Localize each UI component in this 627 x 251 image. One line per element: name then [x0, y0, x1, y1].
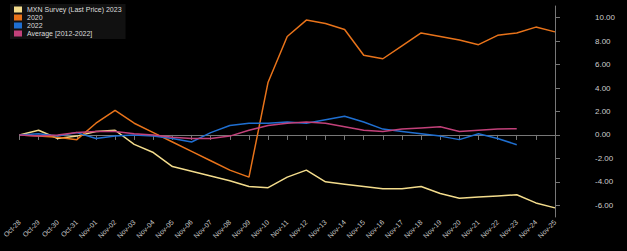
svg-text:Nov-18: Nov-18	[403, 218, 424, 239]
svg-text:Nov-22: Nov-22	[479, 218, 500, 239]
svg-text:0.00: 0.00	[595, 130, 611, 139]
svg-text:8.7935: 8.7935	[562, 27, 587, 36]
svg-text:Nov-09: Nov-09	[231, 218, 252, 239]
svg-text:10.00: 10.00	[595, 13, 616, 22]
svg-text:Nov-21: Nov-21	[460, 218, 481, 239]
svg-text:Oct-30: Oct-30	[40, 218, 60, 238]
svg-text:Nov-02: Nov-02	[97, 218, 118, 239]
svg-text:Nov-16: Nov-16	[364, 218, 385, 239]
svg-text:Nov-17: Nov-17	[384, 218, 405, 239]
svg-text:MXN Survey (Last Price) 2023: MXN Survey (Last Price) 2023	[27, 6, 122, 14]
svg-text:-2.00: -2.00	[595, 154, 614, 163]
svg-text:Nov-07: Nov-07	[192, 218, 213, 239]
svg-text:Average [2012-2022]: Average [2012-2022]	[27, 30, 92, 38]
svg-text:Nov-10: Nov-10	[250, 218, 271, 239]
svg-text:-0.8315: -0.8315	[562, 140, 590, 149]
svg-text:Oct-28: Oct-28	[2, 218, 22, 238]
svg-text:8.00: 8.00	[595, 37, 611, 46]
svg-text:Nov-13: Nov-13	[307, 218, 328, 239]
svg-text:2.00: 2.00	[595, 107, 611, 116]
svg-text:Nov-19: Nov-19	[422, 218, 443, 239]
svg-text:Oct-29: Oct-29	[21, 218, 41, 238]
svg-text:Nov-20: Nov-20	[441, 218, 462, 239]
svg-text:Nov-25: Nov-25	[537, 218, 558, 239]
svg-text:6.00: 6.00	[595, 60, 611, 69]
svg-text:Nov-14: Nov-14	[326, 218, 347, 239]
svg-text:0.5322: 0.5322	[562, 124, 587, 133]
svg-text:2022: 2022	[27, 22, 43, 29]
svg-text:-6.2208: -6.2208	[562, 203, 590, 212]
svg-text:Nov-11: Nov-11	[269, 218, 290, 239]
svg-text:Nov-15: Nov-15	[345, 218, 366, 239]
svg-text:Nov-12: Nov-12	[288, 218, 309, 239]
svg-text:Nov-24: Nov-24	[517, 218, 538, 239]
svg-text:-6.00: -6.00	[595, 201, 614, 210]
svg-text:Nov-03: Nov-03	[116, 218, 137, 239]
svg-text:Nov-01: Nov-01	[78, 218, 99, 239]
svg-text:Oct-31: Oct-31	[60, 218, 80, 238]
svg-text:4.00: 4.00	[595, 84, 611, 93]
svg-text:Nov-05: Nov-05	[154, 218, 175, 239]
svg-text:Nov-04: Nov-04	[135, 218, 156, 239]
svg-text:Nov-08: Nov-08	[211, 218, 232, 239]
svg-text:Nov-06: Nov-06	[173, 218, 194, 239]
svg-text:Nov-23: Nov-23	[498, 218, 519, 239]
svg-text:2020: 2020	[27, 14, 43, 21]
svg-text:-4.00: -4.00	[595, 177, 614, 186]
